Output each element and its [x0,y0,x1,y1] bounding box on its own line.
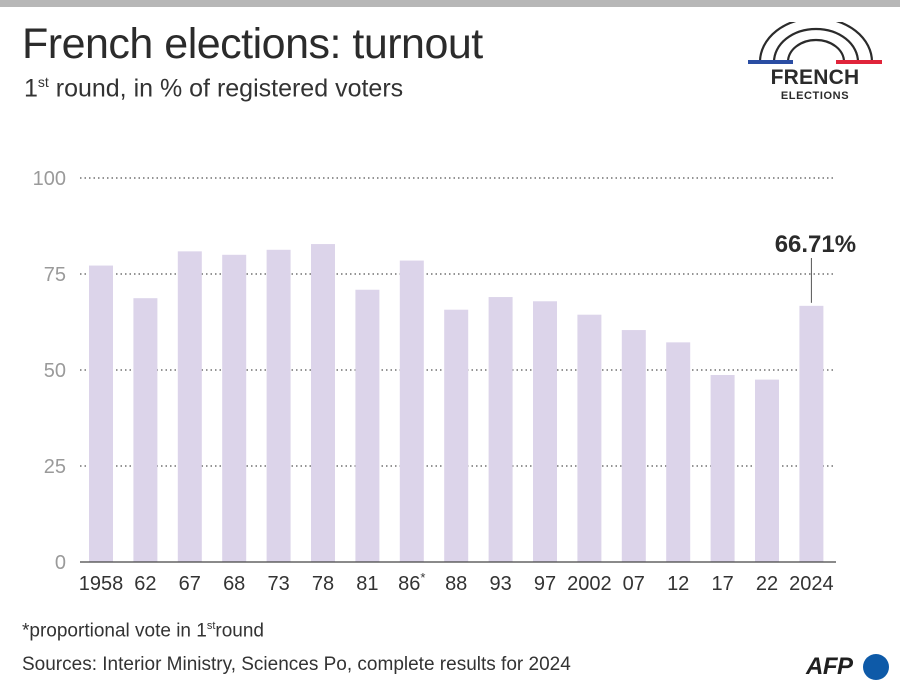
footnote-rest: round [215,620,265,642]
x-tick-label: 68 [223,573,245,595]
bar [89,265,113,562]
y-tick-label: 25 [44,456,66,478]
x-tick-label: 07 [623,573,645,595]
bar [799,305,824,562]
bar [710,374,735,562]
x-tick-label: 73 [267,573,289,595]
x-tick-label: 88 [445,573,467,595]
x-tick-label: 2002 [567,573,612,595]
logo-word: FRENCH [770,66,860,89]
top-rule [0,0,900,7]
x-tick-label: 78 [312,573,334,595]
bar [355,289,380,562]
logo-subword: ELECTIONS [780,90,850,102]
sources-line: Sources: Interior Ministry, Sciences Po,… [22,654,571,675]
logo-arcs-icon [748,16,882,64]
x-tick-label: 22 [756,573,778,595]
y-tick-label: 100 [33,168,66,190]
bar [577,314,602,562]
bar [755,379,779,562]
subtitle-rest: round, in % of registered voters [48,74,404,103]
bar [533,301,557,562]
afp-wordmark: AFP [806,653,853,680]
bar [222,254,247,563]
x-tick-label: 1958 [79,573,124,595]
x-tick-label: 93 [489,573,511,595]
bar [488,297,513,562]
bar [133,298,158,562]
bar [666,342,691,562]
bar [266,249,291,563]
footnote-superscript: st [206,620,216,632]
logo-blue-stripe [748,60,793,64]
x-tick-label: 2024 [789,573,834,595]
bar [621,330,646,562]
annotation-value-label: 66.71% [775,231,856,258]
x-tick-asterisk: * [420,570,425,585]
turnout-bar-chart: 0 25 50 75 100 1958 62 67 68 73 78 81 86* 88 93 97 2002 0… [33,168,856,595]
x-tick-label: 97 [534,573,556,595]
afp-dot-icon [863,654,889,680]
x-tick-label: 67 [179,573,201,595]
x-tick-label: 17 [711,573,733,595]
afp-logo: AFP [806,652,890,682]
subtitle-superscript: st [37,74,49,90]
y-tick-label: 75 [44,264,66,286]
bar [177,251,202,562]
x-tick-label: 12 [667,573,689,595]
french-elections-logo: FRENCH ELECTIONS [746,16,884,106]
x-tick-label: 86* [398,570,425,595]
logo-red-stripe [836,60,882,64]
y-tick-label: 50 [44,360,66,382]
y-tick-label: 0 [55,552,66,574]
x-tick-label: 62 [134,573,156,595]
x-tick-label: 81 [356,573,378,595]
chart-subtitle: 1st round, in % of registered voters [24,74,403,103]
page-title: French elections: turnout [22,20,483,68]
subtitle-prefix: 1 [24,74,38,103]
bar [311,244,335,562]
bar [444,309,469,562]
footnote-prefix: *proportional vote in 1 [22,620,207,642]
footnote: *proportional vote in 1stround [22,620,264,642]
bar [399,260,424,562]
